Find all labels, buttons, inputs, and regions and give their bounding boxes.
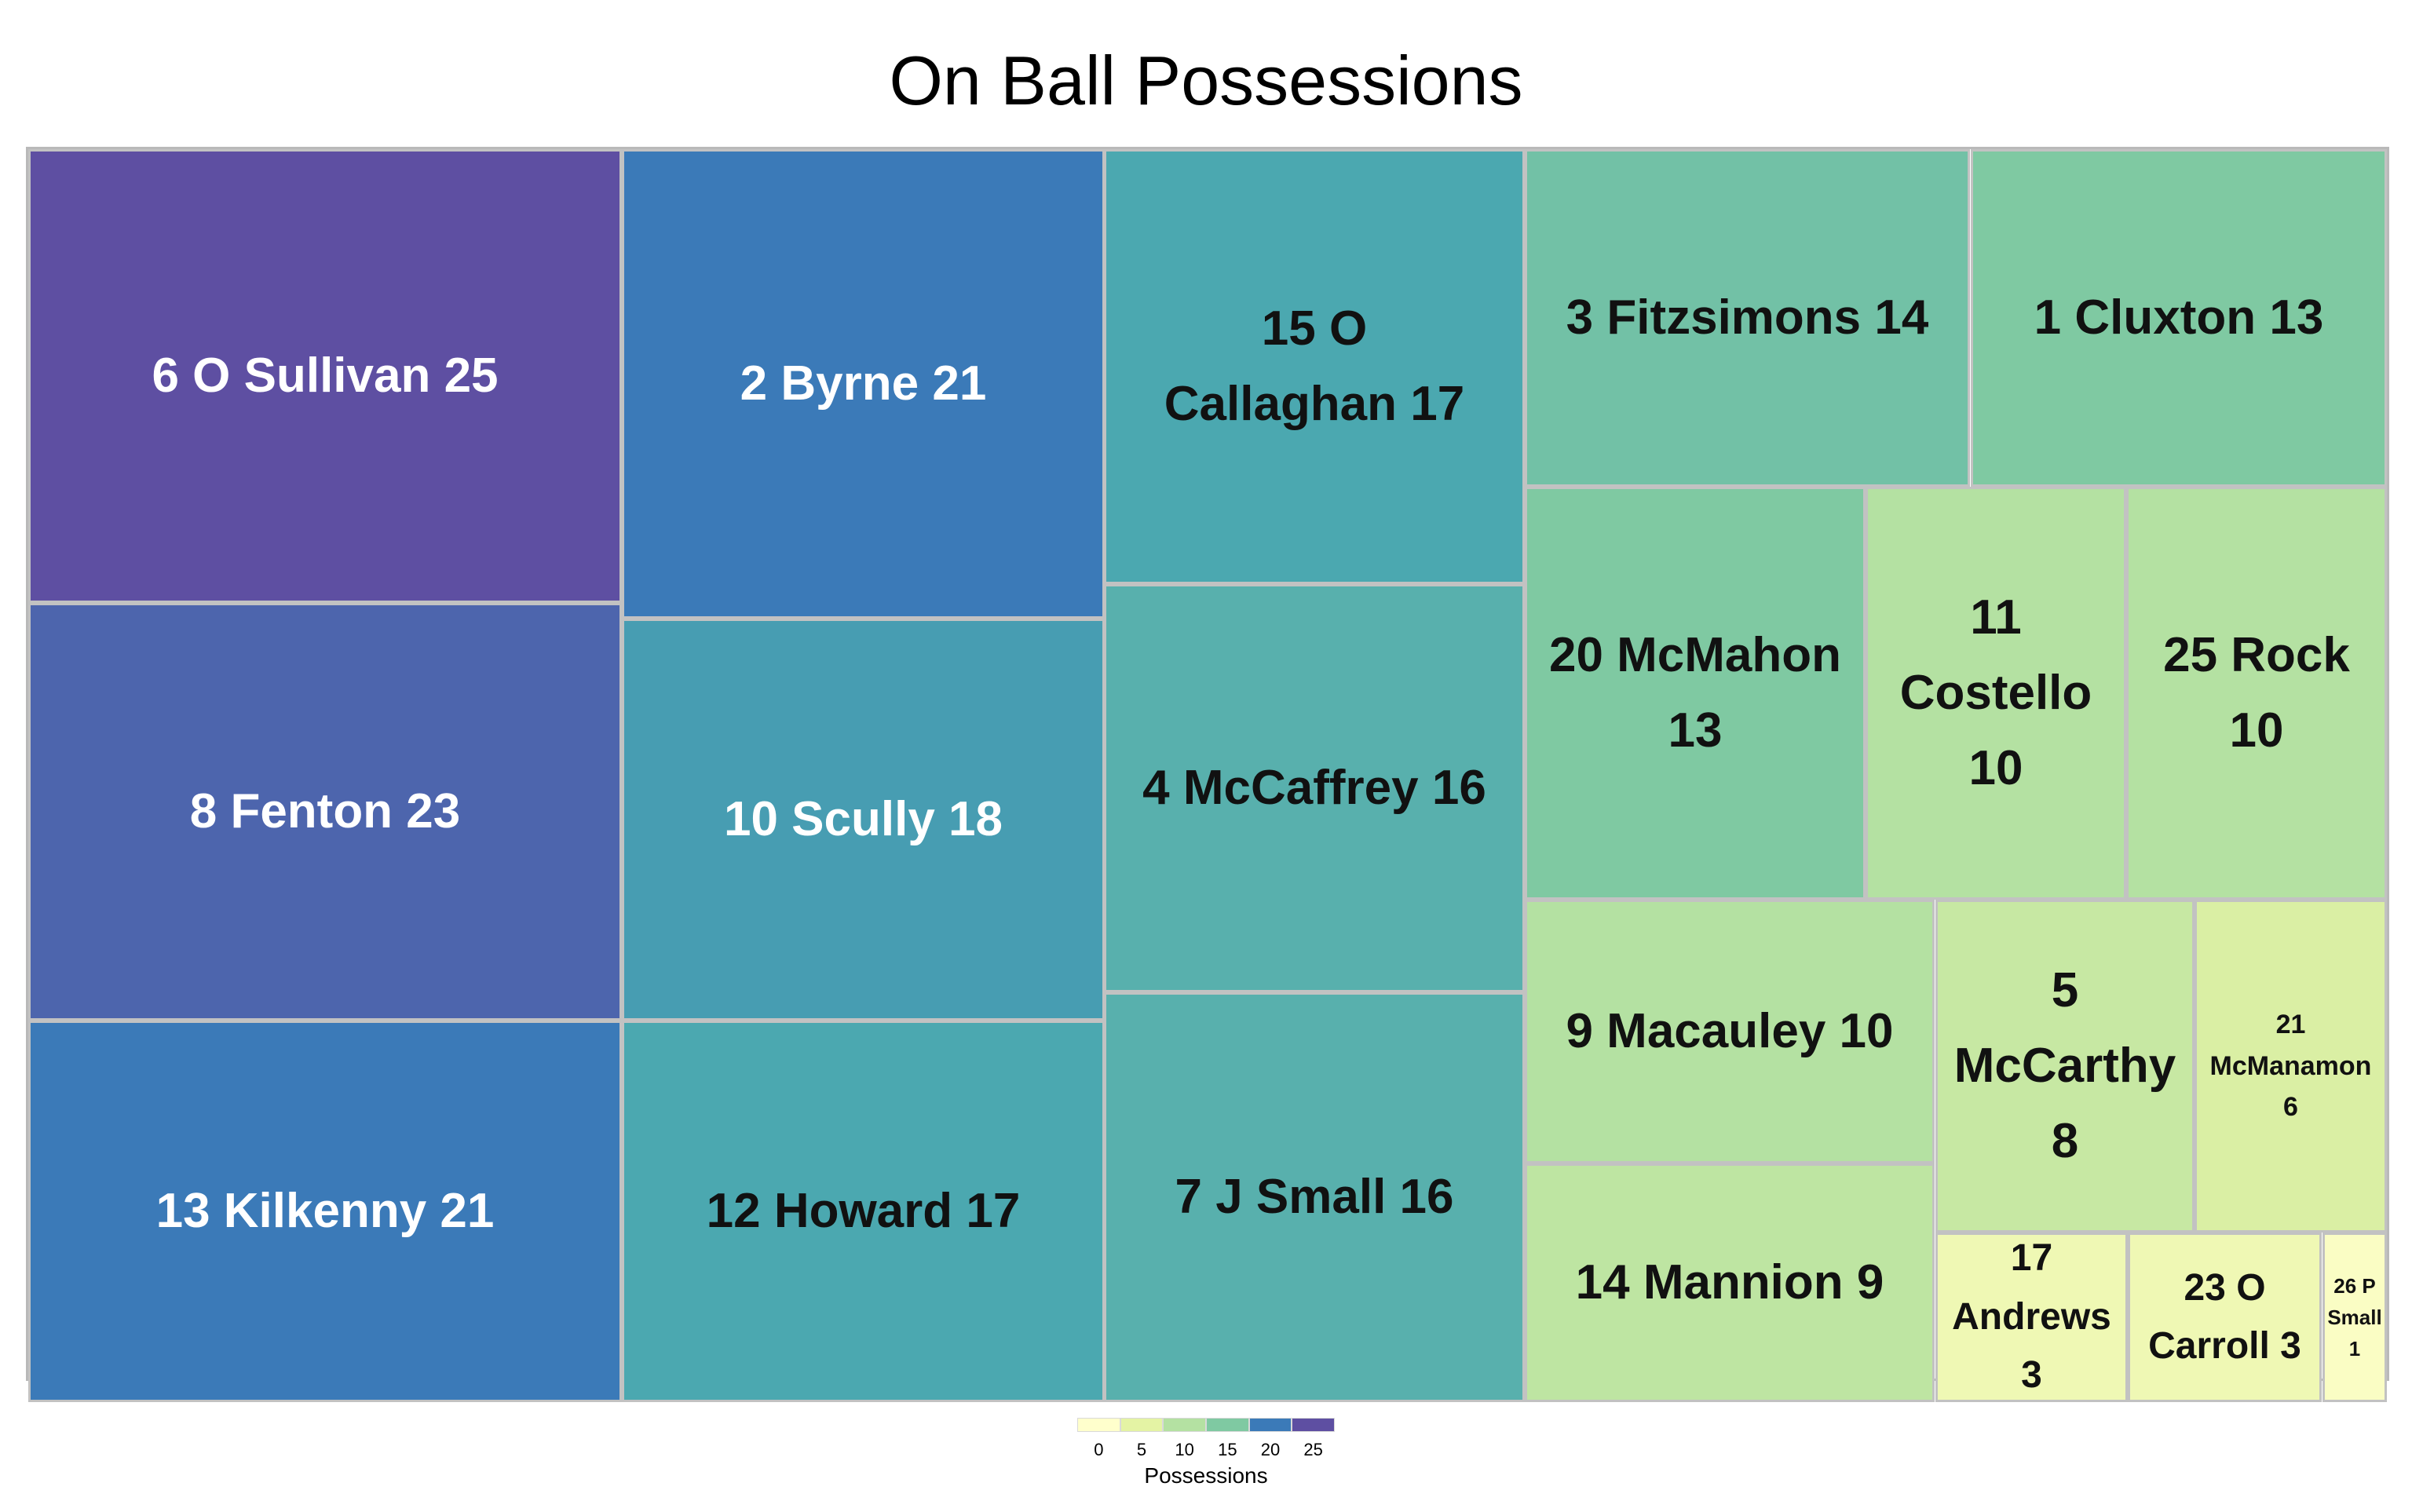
- legend-title: Possessions: [1144, 1463, 1268, 1488]
- treemap-tile: 21 McManamon 6: [2195, 900, 2387, 1233]
- tile-label: 1 Cluxton 13: [2034, 290, 2324, 345]
- treemap-tile: 3 Fitzsimons 14: [1525, 149, 1970, 487]
- tile-label: 7 J Small 16: [1175, 1169, 1454, 1224]
- treemap-tile: 6 O Sullivan 25: [28, 149, 622, 603]
- tile-label: 20 McMahon 13: [1548, 627, 1842, 758]
- tile-label: 6 O Sullivan 25: [152, 348, 499, 403]
- treemap-tile: 17 Andrews 3: [1935, 1233, 2128, 1402]
- treemap-tile: 5 McCarthy 8: [1935, 900, 2195, 1233]
- treemap-tile: 11 Costello 10: [1866, 487, 2126, 900]
- legend-swatch: [1248, 1418, 1292, 1432]
- treemap-tile: 25 Rock 10: [2126, 487, 2387, 900]
- tile-label: 13 Kilkenny 21: [155, 1183, 495, 1238]
- treemap-tile: 4 McCaffrey 16: [1104, 584, 1525, 992]
- tile-label: 26 P Small 1: [2327, 1273, 2382, 1361]
- tile-label: 2 Byrne 21: [740, 356, 987, 411]
- tile-label: 11 Costello 10: [1899, 590, 2092, 796]
- legend-tick-label: 0: [1094, 1440, 1104, 1459]
- treemap-tile: 12 Howard 17: [622, 1021, 1105, 1402]
- tile-label: 21 McManamon 6: [2209, 1009, 2372, 1123]
- treemap-tile: 26 P Small 1: [2322, 1233, 2387, 1402]
- treemap-tile: 2 Byrne 21: [622, 149, 1105, 619]
- tile-label: 8 Fenton 23: [189, 783, 461, 838]
- treemap-tile: 20 McMahon 13: [1525, 487, 1866, 900]
- tile-label: 3 Fitzsimons 14: [1566, 290, 1929, 345]
- legend-tick-label: 20: [1260, 1440, 1281, 1459]
- tile-label: 12 Howard 17: [706, 1183, 1021, 1238]
- legend-swatch: [1206, 1418, 1249, 1432]
- legend-tick-label: 10: [1175, 1440, 1194, 1459]
- tile-label: 14 Mannion 9: [1575, 1255, 1884, 1309]
- tile-label: 15 O Callaghan 17: [1164, 301, 1465, 431]
- tile-label: 5 McCarthy 8: [1953, 962, 2176, 1169]
- legend-tick-label: 15: [1218, 1440, 1237, 1459]
- color-legend: 0 5 10 15 20 25 Possessions: [1077, 1418, 1335, 1512]
- chart-title: On Ball Possessions: [889, 42, 1523, 119]
- legend-swatch: [1077, 1418, 1120, 1432]
- legend-swatch: [1292, 1418, 1335, 1432]
- treemap-tile: 23 O Carroll 3: [2128, 1233, 2322, 1402]
- tile-label: 25 Rock 10: [2163, 627, 2350, 758]
- legend-tick-label: 25: [1303, 1440, 1323, 1459]
- treemap-tile: 15 O Callaghan 17: [1104, 149, 1525, 584]
- treemap-tile: 1 Cluxton 13: [1971, 149, 2387, 487]
- tile-label: 9 Macauley 10: [1566, 1003, 1894, 1058]
- tile-label: 10 Scully 18: [723, 791, 1003, 846]
- legend-tick-label: 5: [1136, 1440, 1147, 1459]
- treemap-tile: 13 Kilkenny 21: [28, 1021, 622, 1402]
- tile-label: 4 McCaffrey 16: [1142, 760, 1486, 815]
- legend-swatch: [1163, 1418, 1206, 1432]
- legend-swatch: [1120, 1418, 1164, 1432]
- treemap: 6 O Sullivan 25 8 Fenton 23 13 Kilkenny 21…: [26, 147, 2389, 1402]
- treemap-tile: 10 Scully 18: [622, 619, 1105, 1021]
- tile-label: 23 O Carroll 3: [2148, 1266, 2301, 1367]
- treemap-tile: 7 J Small 16: [1104, 992, 1525, 1402]
- tile-label: 17 Andrews 3: [1952, 1237, 2111, 1397]
- treemap-tile: 9 Macauley 10: [1525, 900, 1935, 1163]
- treemap-tile: 14 Mannion 9: [1525, 1163, 1935, 1402]
- treemap-tile: 8 Fenton 23: [28, 603, 622, 1021]
